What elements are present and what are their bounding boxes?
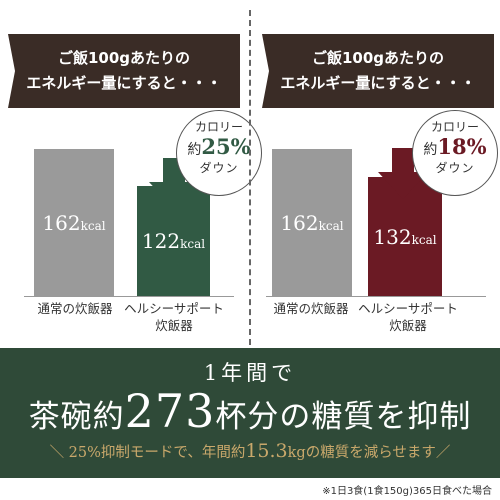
bubble-calorie-label: カロリー (430, 120, 479, 134)
left-baseline (24, 296, 234, 297)
footnote: ※1日3食(1食150g)365日食べた場合 (322, 486, 492, 497)
right-category-healthy: ヘルシーサポート 炊飯器 (358, 301, 458, 333)
left-heading-banner: ご飯100gあたりの エネルギー量にすると・・・ (8, 34, 240, 108)
left-heading-line2: エネルギー量にすると・・・ (26, 74, 222, 92)
left-heading-line1: ご飯100gあたりの (57, 49, 191, 67)
right-heading-banner: ご飯100gあたりの エネルギー量にすると・・・ (262, 34, 494, 108)
down-arrow-icon (149, 158, 199, 209)
bubble-calorie-label: カロリー (194, 120, 243, 134)
summary-detail: ＼ 25%抑制モードで、年間約15.3kgの糖質を減らせます／ (49, 440, 451, 462)
unit-label: kcal (318, 218, 344, 233)
down-arrow-icon (378, 148, 428, 199)
summary-sugar-kg: 15.3 (245, 440, 288, 462)
bubble-percent: 約18% (423, 134, 487, 159)
left-comparison-panel: ご飯100gあたりの エネルギー量にすると・・・ 162kcal 122kcal… (0, 0, 262, 345)
left-bar-normal-value: 162kcal (42, 210, 106, 235)
bubble-down-label: ダウン (199, 161, 239, 175)
right-reduction-bubble: カロリー 約18% ダウン (412, 110, 498, 196)
bubble-down-label: ダウン (435, 161, 475, 175)
unit-label: kcal (80, 218, 106, 233)
left-category-normal: 通常の炊飯器 (37, 301, 113, 316)
summary-period: 1年間で (203, 361, 297, 385)
unit-label: kcal (411, 232, 437, 247)
right-category-normal: 通常の炊飯器 (273, 301, 349, 316)
unit-label: kcal (180, 237, 206, 251)
bubble-percent: 約25% (187, 134, 251, 159)
right-baseline (266, 296, 486, 297)
summary-band: 1年間で 茶碗約273杯分の糖質を抑制 ＼ 25%抑制モードで、年間約15.3k… (0, 348, 500, 478)
left-bar-healthy-value: 122kcal (141, 229, 206, 253)
panel-divider (249, 10, 251, 345)
right-comparison-panel: ご飯100gあたりの エネルギー量にすると・・・ 162kcal 132kcal… (252, 0, 500, 345)
right-bar-healthy-value: 132kcal (373, 224, 437, 249)
right-heading-line1: ご飯100gあたりの (311, 49, 445, 67)
left-bar-normal: 162kcal (34, 149, 114, 296)
summary-headline: 茶碗約273杯分の糖質を抑制 (28, 384, 472, 438)
right-heading-line2: エネルギー量にすると・・・ (280, 74, 476, 92)
left-category-healthy: ヘルシーサポート 炊飯器 (124, 301, 224, 333)
summary-bowl-count: 273 (124, 384, 216, 438)
left-reduction-bubble: カロリー 約25% ダウン (176, 110, 262, 196)
right-bar-normal: 162kcal (272, 149, 352, 296)
right-bar-normal-value: 162kcal (280, 210, 344, 235)
